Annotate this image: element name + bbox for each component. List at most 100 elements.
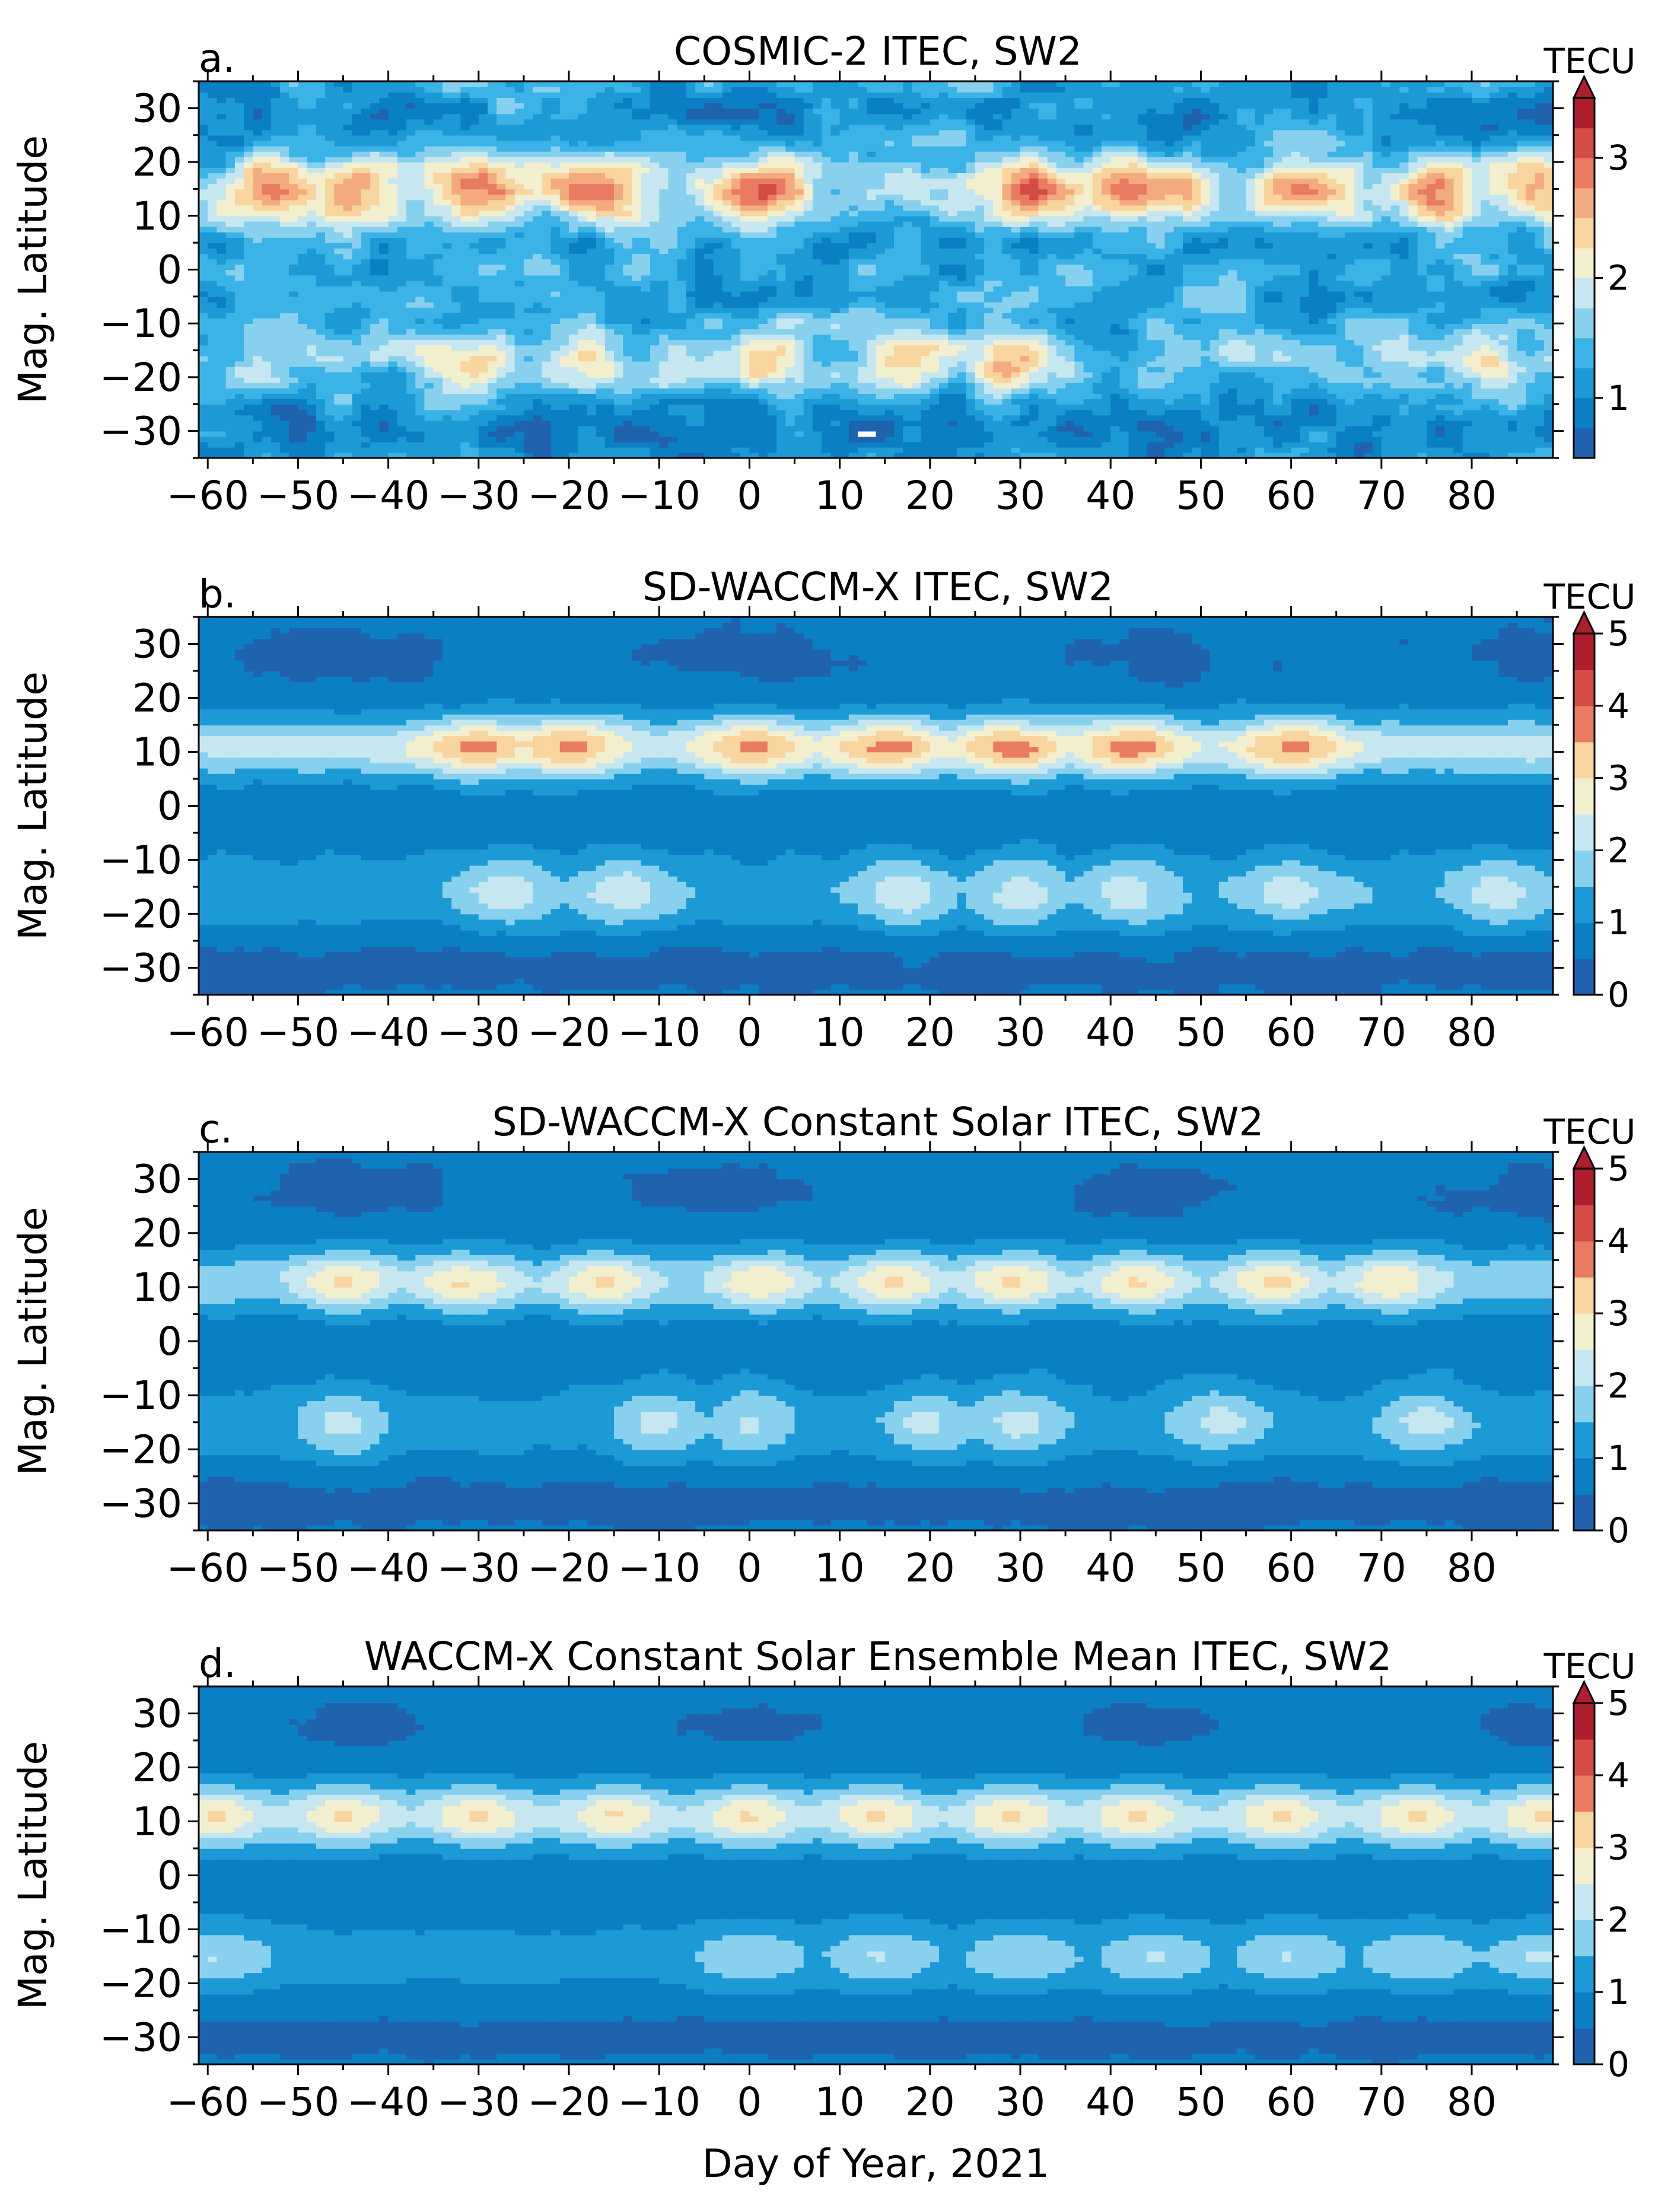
heatmap-cell xyxy=(389,286,398,292)
heatmap-cell xyxy=(560,200,569,206)
heatmap-cell xyxy=(226,167,235,173)
heatmap-cell xyxy=(488,356,497,362)
heatmap-cell xyxy=(704,275,714,281)
heatmap-cell xyxy=(587,113,596,119)
heatmap-cell xyxy=(425,195,434,200)
heatmap-cell xyxy=(479,189,488,195)
heatmap-cell xyxy=(208,345,217,351)
heatmap-cell xyxy=(542,92,551,98)
heatmap-cell xyxy=(704,103,714,109)
heatmap-cell xyxy=(632,130,642,136)
heatmap-cell xyxy=(389,264,398,270)
heatmap-cell xyxy=(695,313,705,319)
heatmap-cell xyxy=(605,178,615,184)
heatmap-cell xyxy=(415,130,425,136)
heatmap-cell xyxy=(262,130,272,136)
heatmap-cell xyxy=(226,367,235,373)
heatmap-cell xyxy=(208,205,217,211)
heatmap-cell xyxy=(343,146,353,152)
heatmap-cell xyxy=(714,97,723,103)
heatmap-cell xyxy=(650,211,660,217)
heatmap-cell xyxy=(524,119,533,125)
heatmap-cell xyxy=(443,183,452,189)
heatmap-cell xyxy=(533,404,542,410)
heatmap-cell xyxy=(686,205,696,211)
heatmap-cell xyxy=(623,351,632,357)
heatmap-cell xyxy=(505,211,515,217)
heatmap-cell xyxy=(614,146,623,152)
heatmap-cell xyxy=(614,162,623,168)
heatmap-cell xyxy=(488,237,497,243)
heatmap-cell xyxy=(578,275,587,281)
heatmap-cell xyxy=(316,221,326,227)
heatmap-cell xyxy=(325,442,335,448)
heatmap-cell xyxy=(389,377,398,383)
heatmap-cell xyxy=(289,437,298,443)
heatmap-cell xyxy=(569,167,578,173)
heatmap-cell xyxy=(352,178,362,184)
heatmap-cell xyxy=(451,372,461,378)
heatmap-cell xyxy=(623,431,632,437)
heatmap-cell xyxy=(470,404,479,410)
heatmap-cell xyxy=(443,205,452,211)
heatmap-cell xyxy=(650,345,660,351)
heatmap-cell xyxy=(731,421,741,427)
heatmap-cell xyxy=(632,302,642,308)
heatmap-cell xyxy=(226,372,235,378)
heatmap-cell xyxy=(488,232,497,238)
heatmap-cell xyxy=(515,339,524,345)
heatmap-cell xyxy=(505,259,515,265)
heatmap-cell xyxy=(379,415,389,421)
heatmap-cell xyxy=(451,431,461,437)
heatmap-cell xyxy=(352,205,362,211)
heatmap-cell xyxy=(253,243,262,249)
heatmap-cell xyxy=(199,108,208,114)
heatmap-cell xyxy=(425,281,434,287)
heatmap-cell xyxy=(443,125,452,131)
heatmap-cell xyxy=(632,361,642,367)
heatmap-cell xyxy=(425,189,434,195)
heatmap-cell xyxy=(352,318,362,324)
heatmap-cell xyxy=(425,253,434,259)
heatmap-cell xyxy=(731,367,741,373)
heatmap-cell xyxy=(704,421,714,427)
heatmap-cell xyxy=(668,232,677,238)
heatmap-cell xyxy=(289,275,298,281)
heatmap-cell xyxy=(551,421,561,427)
heatmap-cell xyxy=(470,447,479,453)
heatmap-cell xyxy=(560,399,569,405)
heatmap-cell xyxy=(614,221,623,227)
heatmap-cell xyxy=(641,253,651,259)
heatmap-cell xyxy=(479,297,488,303)
heatmap-cell xyxy=(614,388,623,394)
heatmap-cell xyxy=(686,318,696,324)
heatmap-cell xyxy=(505,286,515,292)
heatmap-cell xyxy=(298,345,307,351)
heatmap-cell xyxy=(235,313,244,319)
heatmap-cell xyxy=(397,221,407,227)
heatmap-cell xyxy=(379,307,389,313)
heatmap-cell xyxy=(235,431,244,437)
heatmap-cell xyxy=(415,195,425,200)
heatmap-cell xyxy=(560,372,569,378)
heatmap-cell xyxy=(352,275,362,281)
heatmap-cell xyxy=(704,291,714,297)
heatmap-cell xyxy=(389,415,398,421)
heatmap-cell xyxy=(280,286,289,292)
heatmap-cell xyxy=(253,399,262,405)
heatmap-cell xyxy=(704,113,714,119)
heatmap-cell xyxy=(425,367,434,373)
heatmap-cell xyxy=(479,157,488,163)
heatmap-cell xyxy=(587,431,596,437)
heatmap-cell xyxy=(271,437,281,443)
heatmap-cell xyxy=(641,367,651,373)
heatmap-cell xyxy=(614,393,623,399)
heatmap-cell xyxy=(208,253,217,259)
heatmap-cell xyxy=(668,167,677,173)
heatmap-cell xyxy=(677,399,687,405)
heatmap-cell xyxy=(217,146,226,152)
heatmap-cell xyxy=(316,167,326,173)
heatmap-cell xyxy=(650,216,660,222)
heatmap-cell xyxy=(298,162,307,168)
heatmap-cell xyxy=(551,125,561,131)
